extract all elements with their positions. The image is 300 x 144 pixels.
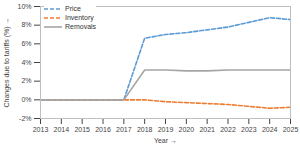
svg-text:2022: 2022 xyxy=(220,126,236,133)
svg-text:Changes due to tariffs (%) →: Changes due to tariffs (%) → xyxy=(3,17,11,107)
svg-text:2025: 2025 xyxy=(283,126,299,133)
svg-text:2021: 2021 xyxy=(199,126,215,133)
svg-text:2016: 2016 xyxy=(95,126,111,133)
svg-text:2014: 2014 xyxy=(54,126,70,133)
svg-text:2013: 2013 xyxy=(33,126,49,133)
svg-text:2018: 2018 xyxy=(137,126,153,133)
svg-text:2020: 2020 xyxy=(179,126,195,133)
svg-text:4%: 4% xyxy=(21,59,31,66)
svg-text:2019: 2019 xyxy=(158,126,174,133)
svg-text:2015: 2015 xyxy=(74,126,90,133)
svg-text:6%: 6% xyxy=(21,40,31,47)
svg-text:Year →: Year → xyxy=(154,137,177,144)
svg-text:2%: 2% xyxy=(21,77,31,84)
svg-text:8%: 8% xyxy=(21,21,31,28)
svg-text:-2%: -2% xyxy=(19,115,31,122)
svg-text:2024: 2024 xyxy=(262,126,278,133)
html-text:Inventory: Inventory xyxy=(65,14,94,21)
html-text:Price: Price xyxy=(65,5,81,12)
svg-text:10%: 10% xyxy=(17,3,31,10)
svg-text:2023: 2023 xyxy=(241,126,257,133)
svg-text:2017: 2017 xyxy=(116,126,132,133)
svg-text:0%: 0% xyxy=(21,96,31,103)
html-text:Removals: Removals xyxy=(65,23,97,30)
